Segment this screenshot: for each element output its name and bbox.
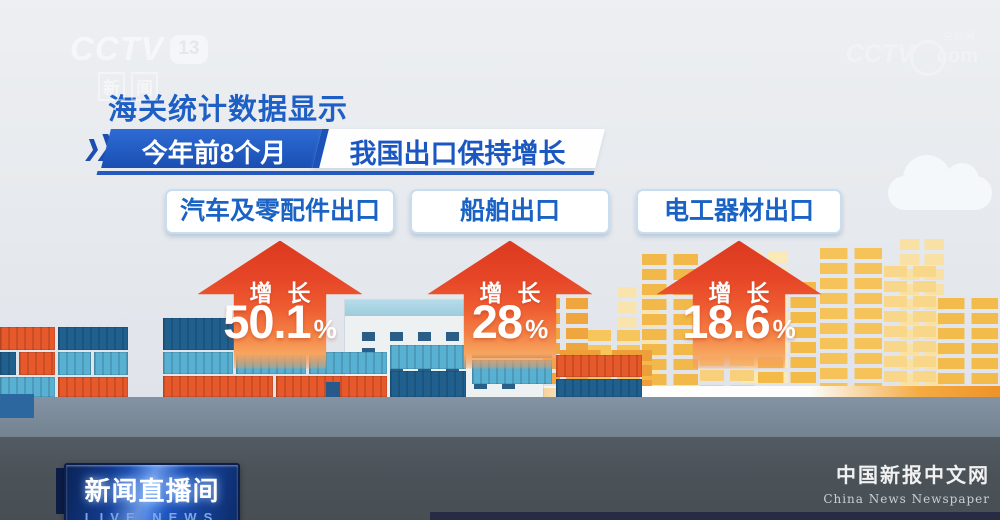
growth-value: 50.1 % bbox=[160, 298, 400, 345]
growth-label: 增长 bbox=[479, 279, 556, 306]
banner-statement: 我国出口保持增长 bbox=[349, 139, 566, 169]
cctv-com-watermark: 央视网 CCTV com bbox=[845, 32, 978, 76]
shipping-container bbox=[0, 327, 55, 350]
shipping-container bbox=[390, 345, 466, 369]
city-tower bbox=[938, 298, 998, 397]
program-badge: 新闻直播间 LIVE NEWS bbox=[64, 463, 240, 520]
cctv13-sub-char: 新 bbox=[98, 72, 125, 101]
shipping-container bbox=[58, 352, 91, 375]
cctv13-sub-char: 闻 bbox=[131, 72, 158, 101]
program-badge-tab bbox=[56, 468, 66, 514]
shipping-container bbox=[0, 377, 55, 397]
stat-column-auto-parts: 汽车及零配件出口 增长 50.1 % bbox=[160, 189, 400, 373]
site-watermark: 中国新报中文网 China News Newspaper bbox=[823, 459, 990, 506]
city-tower bbox=[884, 266, 936, 397]
stat-column-electrical: 电工器材出口 增长 18.6 % bbox=[619, 189, 859, 373]
channel-13-badge: 13 bbox=[169, 34, 208, 64]
headline-kicker: 海关统计数据显示 bbox=[108, 94, 349, 126]
growth-number: 28 bbox=[471, 294, 523, 348]
growth-number: 50.1 bbox=[223, 294, 311, 348]
cloud bbox=[888, 155, 992, 210]
stat-column-ships: 船舶出口 增长 28 % bbox=[390, 189, 630, 373]
shipping-container bbox=[309, 352, 387, 374]
ground-upper bbox=[0, 397, 1000, 438]
cctv-com-ring-icon bbox=[909, 40, 946, 76]
growth-number: 18.6 bbox=[682, 294, 770, 348]
harbor-vehicle bbox=[0, 394, 34, 418]
program-subtitle: LIVE NEWS bbox=[84, 510, 220, 520]
shipping-container bbox=[556, 355, 642, 377]
shipping-container bbox=[19, 352, 55, 375]
harbor-crane-accent bbox=[326, 382, 340, 397]
growth-arrow-group: 增长 18.6 % bbox=[619, 240, 859, 373]
category-label: 船舶出口 bbox=[409, 189, 610, 234]
shipping-container bbox=[390, 371, 466, 397]
ground-edge bbox=[430, 512, 1000, 520]
shipping-container bbox=[94, 352, 128, 375]
percent-sign: % bbox=[313, 313, 337, 344]
growth-arrow-group: 增长 50.1 % bbox=[160, 240, 400, 373]
growth-value: 28 % bbox=[390, 298, 630, 345]
cctv-com-suffix: com bbox=[936, 45, 978, 67]
city-tower bbox=[820, 248, 882, 397]
chevron-icon bbox=[85, 139, 100, 161]
site-watermark-cn: 中国新报中文网 bbox=[836, 463, 990, 487]
cctv13-logo: CCTV 13 新 闻 bbox=[70, 30, 208, 101]
growth-label: 增长 bbox=[708, 279, 785, 306]
site-watermark-en: China News Newspaper bbox=[823, 492, 990, 506]
shipping-container bbox=[0, 352, 16, 375]
program-title: 新闻直播间 bbox=[84, 476, 220, 506]
percent-sign: % bbox=[525, 313, 549, 344]
shipping-container bbox=[556, 379, 642, 397]
cctv-logo-text: CCTV bbox=[70, 30, 164, 67]
banner-underline bbox=[96, 171, 595, 175]
cctv13-subtitle: 新 闻 bbox=[98, 72, 208, 101]
shipping-container bbox=[58, 327, 128, 350]
shipping-container bbox=[163, 376, 273, 397]
percent-sign: % bbox=[772, 313, 796, 344]
shipping-container bbox=[163, 352, 233, 374]
shipping-container bbox=[58, 377, 128, 397]
category-label: 电工器材出口 bbox=[635, 189, 842, 234]
growth-arrow-group: 增长 28 % bbox=[390, 240, 630, 373]
growth-label: 增长 bbox=[249, 279, 326, 306]
cctv-com-name: CCTV bbox=[845, 40, 914, 68]
category-label: 汽车及零配件出口 bbox=[164, 189, 395, 234]
banner-period: 今年前8个月 bbox=[141, 138, 287, 168]
cctv-com-cn: 央视网 bbox=[943, 32, 976, 43]
growth-value: 18.6 % bbox=[619, 298, 859, 345]
